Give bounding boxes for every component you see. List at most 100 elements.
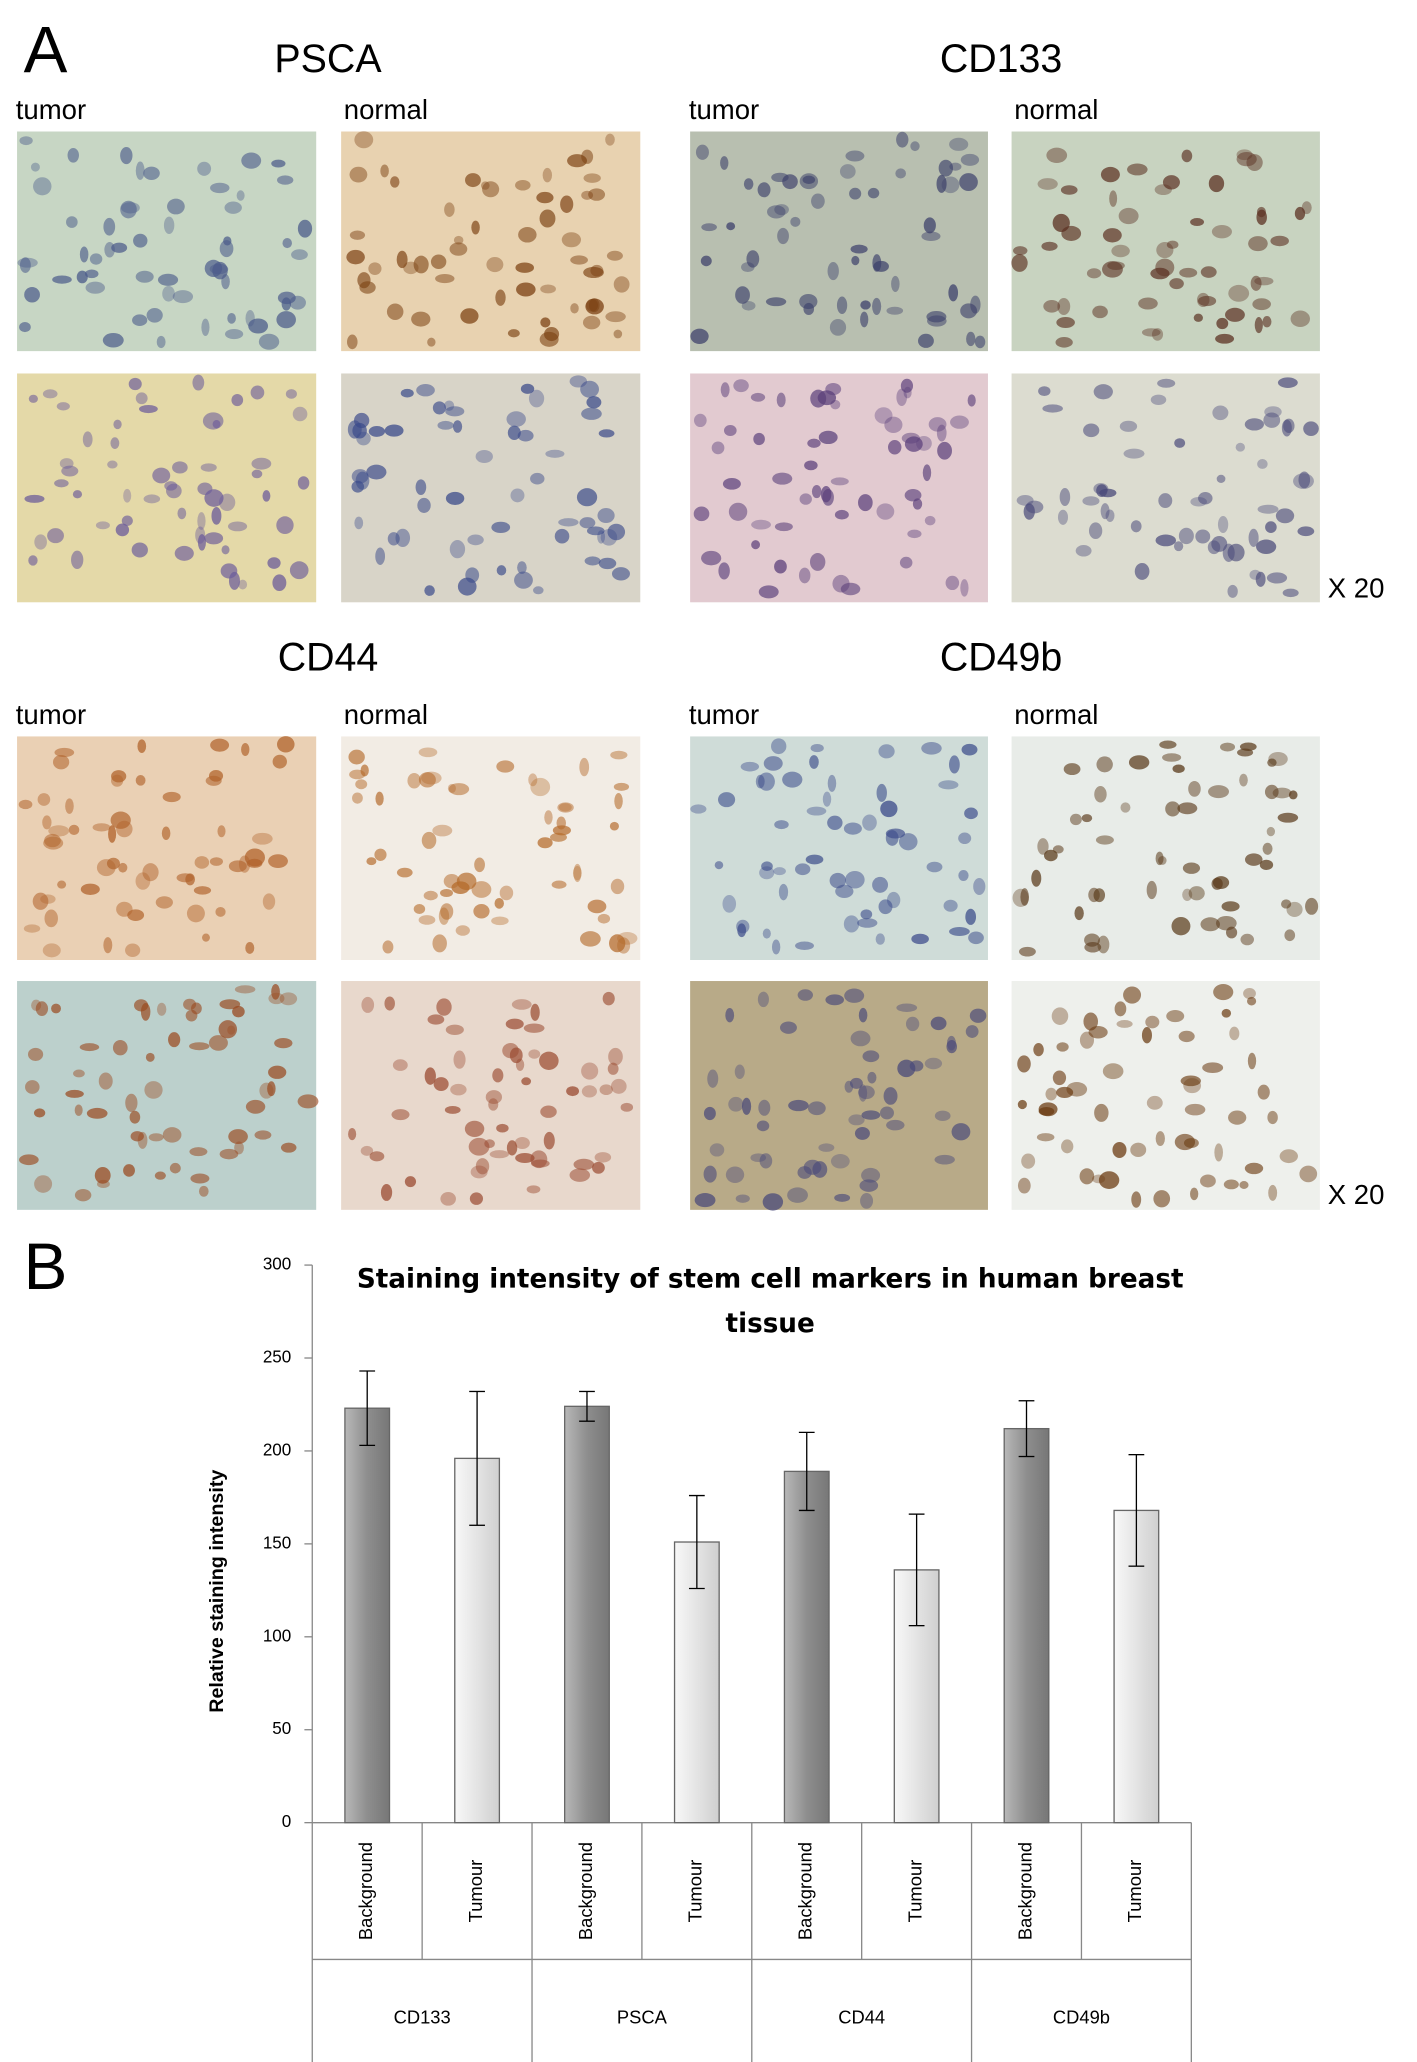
cell xyxy=(1267,1110,1278,1125)
group-label: CD44 xyxy=(838,2006,885,2027)
cell xyxy=(818,430,838,445)
cell xyxy=(554,528,570,544)
cell xyxy=(1096,756,1113,773)
cell xyxy=(516,282,536,297)
cell xyxy=(1102,1063,1124,1080)
cell xyxy=(1088,1026,1108,1039)
cell xyxy=(922,464,932,482)
cell xyxy=(289,295,306,310)
cell xyxy=(515,179,531,191)
cell xyxy=(354,131,374,149)
cell xyxy=(762,928,771,939)
cell xyxy=(423,890,438,901)
cell xyxy=(35,1001,49,1017)
cell xyxy=(858,494,873,512)
cell xyxy=(703,1165,717,1183)
cell xyxy=(709,1143,725,1157)
cell xyxy=(899,556,913,569)
cell xyxy=(610,878,625,895)
cell xyxy=(162,1127,182,1143)
cell xyxy=(348,1128,357,1141)
cell xyxy=(872,876,889,893)
cell xyxy=(494,897,504,909)
cell xyxy=(1298,471,1311,489)
cell xyxy=(252,832,273,845)
cell xyxy=(614,793,623,810)
cell xyxy=(218,1020,238,1039)
cell xyxy=(579,757,590,777)
cell xyxy=(267,1081,276,1097)
cell xyxy=(1109,190,1118,207)
cell xyxy=(1046,147,1068,163)
cell xyxy=(135,392,148,405)
cell xyxy=(580,380,600,398)
cell xyxy=(40,894,56,904)
cell xyxy=(219,1148,239,1160)
cell xyxy=(48,825,70,837)
cell xyxy=(825,994,844,1006)
cell xyxy=(1297,526,1315,537)
cell xyxy=(204,532,224,545)
cell xyxy=(86,1107,108,1119)
cell xyxy=(1145,1015,1160,1029)
cell xyxy=(806,806,827,816)
cell xyxy=(1162,753,1182,762)
cell xyxy=(1215,333,1235,344)
cell xyxy=(432,934,447,953)
cell xyxy=(830,399,841,410)
cell xyxy=(1190,218,1205,227)
cell xyxy=(28,394,38,403)
cell xyxy=(94,1167,111,1184)
cell xyxy=(597,913,611,924)
cell xyxy=(348,749,365,765)
cell xyxy=(386,303,404,320)
cell xyxy=(366,857,377,866)
cell xyxy=(1056,317,1075,329)
cell xyxy=(413,255,429,274)
cell xyxy=(1275,508,1295,524)
cell xyxy=(135,270,154,283)
cell xyxy=(95,521,110,530)
cell xyxy=(861,1110,881,1120)
cell xyxy=(132,314,148,326)
cell xyxy=(1042,404,1063,413)
y-tick-label: 0 xyxy=(282,1812,291,1831)
column-label: tumor xyxy=(689,94,759,125)
cell xyxy=(111,774,124,787)
cell xyxy=(761,861,773,872)
cell xyxy=(762,1193,784,1211)
cell xyxy=(177,507,187,520)
cell xyxy=(1193,313,1203,322)
cell xyxy=(1043,849,1058,862)
cell xyxy=(711,441,725,455)
cell xyxy=(444,1106,461,1114)
cell xyxy=(250,385,265,400)
cell xyxy=(1208,175,1225,193)
cell xyxy=(1153,1190,1171,1208)
cell xyxy=(533,586,544,595)
cell xyxy=(1182,888,1193,901)
micrograph xyxy=(17,131,317,352)
cell xyxy=(506,1140,518,1156)
cell xyxy=(594,1152,612,1163)
cell xyxy=(1270,235,1289,247)
cell xyxy=(509,1047,523,1064)
cell xyxy=(352,422,367,439)
cell xyxy=(193,886,212,895)
cell xyxy=(246,858,263,868)
cell xyxy=(169,1162,181,1174)
cell xyxy=(471,881,492,898)
cell xyxy=(1198,491,1213,505)
cell xyxy=(1248,236,1268,252)
cell xyxy=(812,1161,828,1178)
cell xyxy=(540,1105,557,1118)
cell xyxy=(1158,856,1167,865)
cell xyxy=(735,286,750,304)
cell xyxy=(189,1042,210,1051)
cell xyxy=(799,493,812,505)
cell xyxy=(465,173,481,188)
cell xyxy=(718,562,730,580)
micrograph xyxy=(1011,373,1320,603)
cell xyxy=(1213,984,1234,1001)
cell xyxy=(276,311,296,329)
